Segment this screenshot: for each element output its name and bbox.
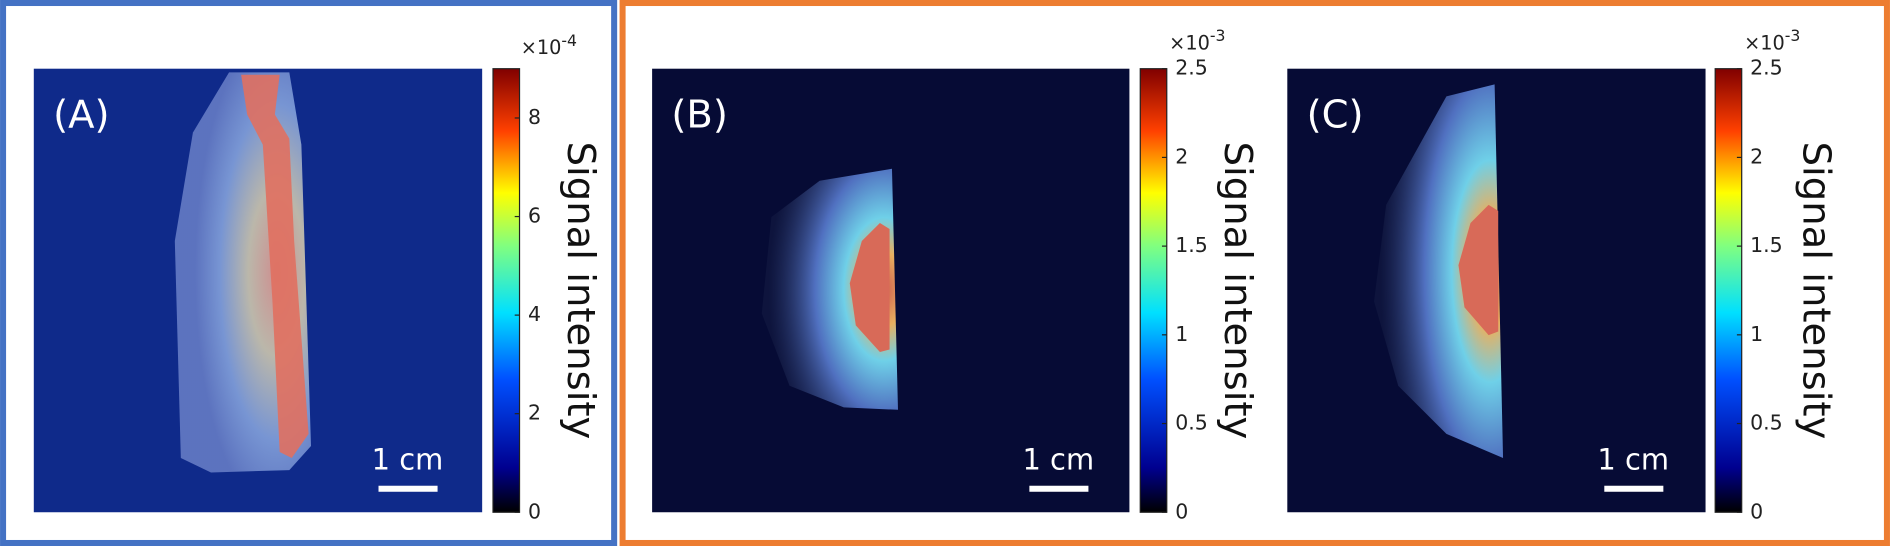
scale-bar: [1029, 485, 1089, 492]
scale-bar-label: 1 cm: [372, 443, 444, 477]
colorbar: [1139, 68, 1168, 513]
colorbar-tick-label: 2: [1750, 144, 1763, 168]
multiplier-base: ×10: [1169, 31, 1210, 54]
colorbar-tick-label: 2.5: [1175, 56, 1208, 80]
colorbar-tick-label: 0.5: [1750, 411, 1783, 435]
colorbar-tick-label: 1: [1175, 322, 1188, 346]
panel-label: (C): [1307, 92, 1364, 137]
colorbar-tick-label: 2: [1175, 144, 1188, 168]
multiplier-exponent: -3: [1785, 26, 1801, 45]
colorbar-tick-label: 0.5: [1175, 411, 1208, 435]
image-object: [1458, 204, 1499, 336]
image-object: [761, 168, 898, 410]
colorbar-tick-label: 0: [1175, 499, 1188, 523]
colorbar-label: Signal intensity: [558, 142, 603, 440]
panel-label: (B): [671, 92, 728, 137]
colorbar-tick-label: 0: [528, 499, 541, 523]
colorbar-multiplier: ×10-3: [1169, 26, 1225, 54]
scale-bar: [378, 485, 438, 492]
panel-frame: [619, 0, 1890, 546]
colorbar-label: Signal intensity: [1215, 142, 1260, 440]
colorbar: [492, 68, 521, 513]
colorbar-tick-label: 6: [528, 204, 541, 228]
colorbar-multiplier: ×10-3: [1744, 26, 1800, 54]
scale-bar-label: 1 cm: [1597, 443, 1669, 477]
colorbar-multiplier: ×10-4: [521, 30, 577, 58]
multiplier-base: ×10: [521, 36, 562, 59]
colorbar-label: Signal intensity: [1794, 142, 1839, 440]
panel-label: (A): [53, 92, 109, 137]
colorbar-tick-label: 1: [1750, 322, 1763, 346]
colorbar-tick-label: 1.5: [1750, 233, 1783, 257]
colorbar-tick-label: 8: [528, 105, 541, 129]
multiplier-exponent: -3: [1210, 26, 1226, 45]
multiplier-exponent: -4: [561, 30, 577, 49]
colorbar-tick-label: 2: [528, 401, 541, 425]
multiplier-base: ×10: [1744, 31, 1785, 54]
colorbar-tick-label: 2.5: [1750, 56, 1783, 80]
panel-frame: [0, 0, 618, 546]
colorbar-tick-label: 0: [1750, 499, 1763, 523]
colorbar-tick-label: 1.5: [1175, 233, 1208, 257]
image-object: [849, 222, 890, 352]
image-object: [241, 74, 309, 459]
scale-bar-label: 1 cm: [1022, 443, 1094, 477]
colorbar: [1714, 68, 1743, 513]
colorbar-tick-label: 4: [528, 302, 541, 326]
image-object: [1374, 84, 1504, 459]
scale-bar: [1604, 485, 1664, 492]
